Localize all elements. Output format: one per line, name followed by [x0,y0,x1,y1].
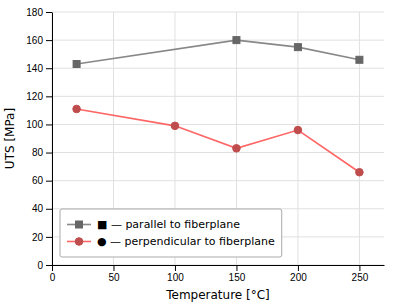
x-tick-label: 50 [108,272,120,283]
point [233,145,241,153]
grid-line-y [52,68,384,69]
x-tick-mark [52,265,53,271]
y-tick-mark [46,124,52,125]
x-axis-line [53,265,385,266]
chart: 0 50 100 150 200 250 0 20 40 60 80 100 120 140 160 180 ■… [0,0,400,307]
x-tick-label: 150 [229,272,246,283]
y-tick-mark [46,181,52,182]
y-tick-mark [46,265,52,266]
grid-line-y [52,265,384,266]
x-tick-mark [298,265,299,271]
y-tick-mark [46,12,52,13]
x-tick-mark [236,265,237,271]
x-tick-label: 0 [50,272,56,283]
y-tick: 40 [32,203,52,214]
x-tick: 200 [290,265,307,283]
y-tick: 160 [26,35,52,46]
y-tick: 20 [32,232,52,243]
y-tick-label: 180 [26,7,43,18]
y-tick-mark [46,237,52,238]
point [294,126,302,134]
grid-line-y [52,124,384,125]
grid-line-x [52,12,53,265]
y-tick-mark [46,96,52,97]
grid-line-x [359,12,360,265]
grid-line-y [52,12,384,13]
grid-line-y [52,152,384,153]
point [356,168,364,176]
legend-marker [75,238,83,246]
x-tick: 0 [50,265,56,283]
y-tick-mark [46,209,52,210]
grid [52,12,384,265]
y-axis-line [52,13,53,266]
grid-line-y [52,40,384,41]
x-tick-mark [175,265,176,271]
y-tick-label: 80 [32,147,44,158]
y-tick-label: 120 [26,91,43,102]
y-tick-mark [46,40,52,41]
y-tick-label: 160 [26,35,43,46]
x-tick-label: 250 [352,272,369,283]
y-tick: 80 [32,147,52,158]
x-tick: 250 [352,265,369,283]
grid-line-y [52,180,384,181]
point [171,122,179,130]
y-tick: 100 [26,119,52,130]
x-tick: 50 [108,265,120,283]
y-tick: 60 [32,175,52,186]
series-line [77,109,360,172]
y-tick-label: 20 [32,232,44,243]
point [73,105,81,113]
y-tick: 120 [26,91,52,102]
y-tick: 180 [26,7,52,18]
x-tick-mark [359,265,360,271]
x-axis: 0 50 100 150 200 250 [50,265,385,283]
y-tick-label: 60 [32,175,44,186]
y-tick-mark [46,153,52,154]
y-axis: 0 20 40 60 80 100 120 140 160 180 [26,7,52,271]
x-tick-mark [113,265,114,271]
y-tick-label: 140 [26,63,43,74]
x-axis-title: Temperature [°C] [165,288,270,302]
series-group [73,37,363,176]
y-tick: 140 [26,63,52,74]
y-tick-label: 40 [32,203,44,214]
point [233,37,240,44]
y-tick-label: 100 [26,119,43,130]
y-tick: 0 [37,260,52,271]
legend-box [60,209,282,257]
legend-item: ■ — parallel to fiberplane [67,218,240,231]
legend-marker [76,221,83,228]
y-tick-mark [46,68,52,69]
point [294,44,301,51]
point [73,61,80,68]
y-axis-title: UTS [MPa] [3,108,17,169]
plot: 0 50 100 150 200 250 0 20 40 60 80 100 120 140 160 180 ■… [26,7,384,283]
legend-label: ■ — parallel to fiberplane [97,218,240,231]
series-line [77,40,360,64]
x-tick-label: 100 [167,272,184,283]
y-tick-label: 0 [37,260,43,271]
x-tick: 100 [167,265,184,283]
legend-item: ● — perpendicular to fiberplane [67,235,275,248]
point [356,56,363,63]
legend: ■ — parallel to fiberplane ● — perpendicu… [60,209,282,257]
x-tick: 150 [229,265,246,283]
x-tick-label: 200 [290,272,307,283]
grid-line-y [52,96,384,97]
legend-label: ● — perpendicular to fiberplane [97,235,275,248]
